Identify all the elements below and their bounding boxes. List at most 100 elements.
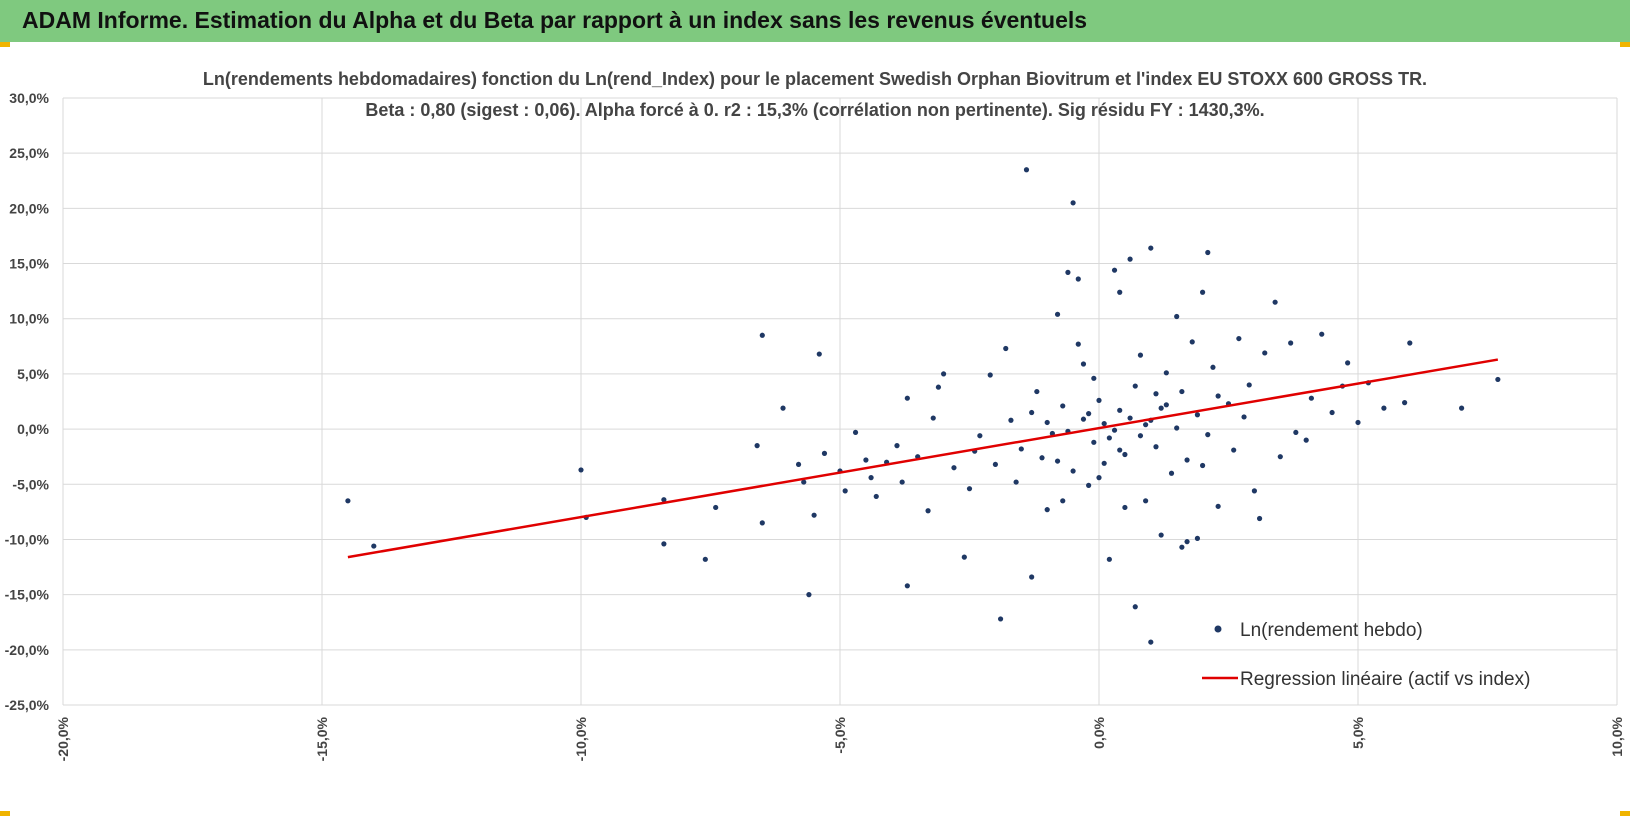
x-axis-ticks: -20,0% -15,0% -10,0% -5,0% 0,0% 5,0% 10,0%: [55, 716, 1625, 761]
scatter-point: [966, 486, 973, 492]
y-tick-label: -5,0%: [12, 476, 49, 492]
scatter-point: [795, 461, 802, 468]
scatter-point: [1132, 604, 1138, 610]
scatter-point: [1117, 447, 1123, 453]
scatter-point: [1137, 433, 1144, 439]
scatter-point: [1236, 335, 1242, 342]
scatter-point: [899, 479, 905, 485]
scatter-point: [661, 541, 667, 547]
scatter-point: [1018, 446, 1024, 452]
scatter-point: [1407, 340, 1413, 346]
scatter-point: [1153, 444, 1159, 450]
x-tick-label: -15,0%: [314, 716, 330, 761]
y-tick-label: -15,0%: [5, 587, 50, 603]
scatter-point: [1117, 289, 1123, 295]
scatter-point: [1174, 425, 1180, 431]
scatter-point: [1210, 364, 1216, 370]
scatter-point: [1008, 417, 1014, 423]
scatter-point: [1143, 498, 1149, 504]
header-banner: ADAM Informe. Estimation du Alpha et du …: [0, 0, 1630, 42]
y-tick-label: 30,0%: [9, 90, 49, 106]
chart-subtitle: Beta : 0,80 (sigest : 0,06). Alpha forcé…: [365, 100, 1264, 120]
scatter-point: [1241, 414, 1247, 420]
scatter-point: [1070, 468, 1076, 474]
regression-line: [347, 358, 1499, 559]
scatter-point: [1044, 419, 1050, 426]
scatter-point: [1277, 454, 1283, 460]
data-series: [345, 167, 1501, 645]
scatter-point: [1194, 412, 1201, 418]
y-tick-label: 25,0%: [9, 145, 49, 161]
scatter-chart: Ln(rendements hebdomadaires) fonction du…: [5, 69, 1625, 761]
scatter-point: [1184, 457, 1190, 463]
legend-label-regression: Regression linéaire (actif vs index): [1240, 669, 1530, 690]
scatter-point: [1189, 339, 1195, 345]
scatter-point: [811, 512, 817, 518]
scatter-point: [1200, 289, 1206, 295]
scatter-point: [754, 443, 760, 449]
y-tick-label: -20,0%: [5, 642, 50, 658]
scatter-point: [894, 443, 900, 449]
y-tick-label: 20,0%: [9, 200, 49, 216]
scatter-point: [821, 450, 828, 456]
chart-title: Ln(rendements hebdomadaires) fonction du…: [203, 69, 1427, 89]
scatter-point: [1329, 409, 1335, 416]
scatter-point: [1070, 200, 1076, 206]
scatter-point: [1122, 451, 1128, 458]
scatter-point: [1179, 544, 1185, 550]
corner-marker-bottom-right: [1620, 811, 1630, 816]
scatter-point: [992, 461, 999, 468]
scatter-point: [1168, 470, 1175, 476]
x-tick-label: 5,0%: [1350, 716, 1366, 748]
scatter-point: [1402, 400, 1408, 406]
y-tick-label: 5,0%: [17, 366, 49, 382]
scatter-point: [1080, 361, 1087, 367]
x-tick-label: 10,0%: [1609, 716, 1625, 756]
scatter-point: [1288, 340, 1294, 346]
scatter-point: [578, 467, 584, 473]
scatter-point: [1044, 507, 1050, 513]
scatter-point: [661, 497, 667, 503]
scatter-point: [1091, 439, 1097, 445]
scatter-point: [1293, 429, 1299, 436]
scatter-point: [1075, 276, 1081, 282]
scatter-point: [1163, 370, 1169, 376]
scatter-point: [1060, 498, 1066, 504]
legend: Ln(rendement hebdo) Regression linéaire …: [1202, 620, 1530, 690]
scatter-point: [1495, 376, 1501, 383]
scatter-point: [1029, 409, 1035, 416]
scatter-point: [1148, 245, 1154, 251]
scatter-point: [1459, 405, 1465, 411]
scatter-point: [930, 415, 936, 421]
x-tick-label: -20,0%: [55, 716, 71, 761]
scatter-point: [1111, 267, 1118, 273]
scatter-point: [1205, 249, 1211, 256]
scatter-point: [1303, 437, 1309, 443]
legend-marker-scatter: [1214, 625, 1222, 633]
scatter-point: [987, 372, 993, 378]
scatter-point: [1272, 299, 1278, 305]
scatter-point: [1127, 415, 1133, 421]
scatter-point: [873, 493, 879, 500]
scatter-point: [1013, 479, 1019, 485]
scatter-point: [961, 554, 967, 560]
scatter-point: [1262, 350, 1268, 356]
corner-marker-top-left: [0, 42, 10, 47]
scatter-point: [1158, 532, 1164, 538]
scatter-point: [1215, 503, 1221, 509]
corner-marker-top-right: [1620, 42, 1630, 47]
scatter-point: [842, 488, 848, 494]
y-tick-label: 0,0%: [17, 421, 49, 437]
scatter-point: [1205, 432, 1211, 438]
scatter-point: [1194, 535, 1201, 541]
scatter-point: [801, 479, 807, 485]
y-tick-label: 10,0%: [9, 311, 49, 327]
scatter-point: [1231, 447, 1237, 453]
scatter-point: [713, 504, 719, 511]
scatter-point: [1065, 269, 1071, 275]
y-tick-label: -25,0%: [5, 697, 50, 713]
scatter-point: [1054, 458, 1061, 464]
scatter-point: [806, 592, 812, 598]
scatter-point: [1106, 556, 1112, 562]
scatter-point: [759, 520, 765, 526]
